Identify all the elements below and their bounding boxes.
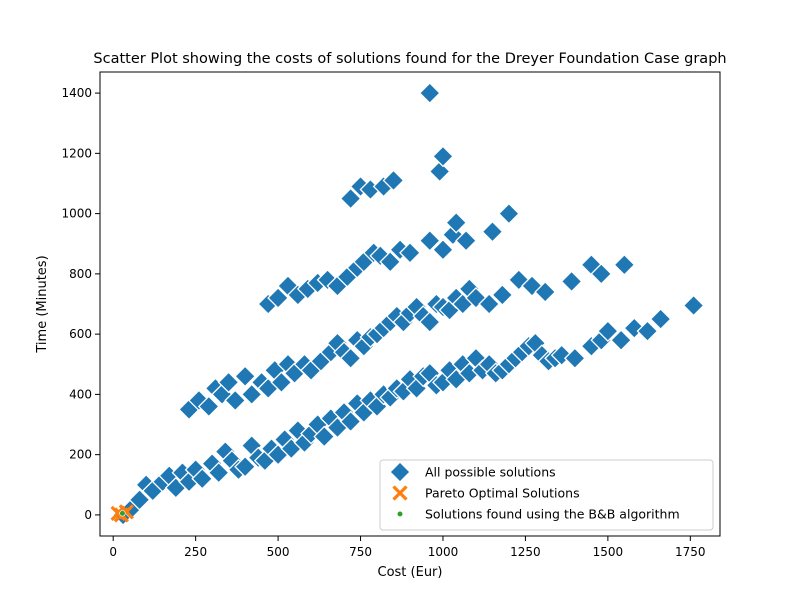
legend-item: Pareto Optimal Solutions — [392, 485, 580, 501]
x-tick-label: 1500 — [593, 545, 624, 559]
legend-label: Pareto Optimal Solutions — [425, 486, 580, 501]
series-2 — [119, 510, 126, 517]
data-point — [590, 262, 613, 285]
data-point — [270, 371, 293, 394]
data-point — [613, 253, 636, 276]
y-tick-label: 1200 — [61, 146, 92, 160]
data-point — [313, 425, 336, 448]
data-point — [191, 467, 214, 490]
y-tick-label: 600 — [69, 327, 92, 341]
data-point — [217, 371, 240, 394]
data-point — [339, 187, 362, 210]
data-point — [649, 308, 672, 330]
legend-marker — [392, 485, 408, 501]
data-point — [455, 229, 477, 252]
data-point — [418, 82, 441, 105]
y-tick-label: 0 — [84, 508, 92, 522]
plot-area — [110, 82, 705, 526]
data-point — [267, 287, 290, 309]
data-point — [418, 311, 441, 333]
y-tick-label: 1400 — [61, 86, 92, 100]
data-point — [207, 461, 230, 484]
x-tick-label: 1250 — [510, 545, 541, 559]
legend-entries: All possible solutions Pareto Optimal Sol… — [389, 461, 680, 522]
series-0 — [112, 82, 705, 526]
data-point — [481, 220, 504, 243]
data-point — [399, 241, 421, 264]
data-point — [563, 347, 586, 370]
data-point — [432, 145, 454, 168]
plot-frame — [99, 71, 721, 537]
data-point — [382, 169, 405, 192]
data-point — [682, 294, 705, 317]
x-tick-label: 750 — [349, 545, 372, 559]
legend-item: All possible solutions — [389, 461, 556, 483]
legend-box — [379, 459, 714, 531]
data-point — [339, 347, 362, 370]
data-point — [534, 281, 557, 303]
x-axis: 0 250 500 750 1000 1250 1500 1750 — [109, 536, 706, 559]
data-point — [224, 389, 247, 412]
x-tick-label: 0 — [109, 545, 117, 559]
x-tick-label: 1750 — [675, 545, 706, 559]
data-point — [445, 211, 468, 234]
data-point — [610, 329, 632, 352]
x-tick-label: 250 — [184, 545, 207, 559]
data-point — [339, 410, 362, 433]
legend-marker — [389, 461, 411, 483]
y-tick-label: 1000 — [61, 207, 92, 221]
legend: All possible solutions Pareto Optimal Sol… — [379, 459, 714, 531]
legend-label: Solutions found using the B&B algorithm — [425, 507, 680, 522]
x-tick-label: 1000 — [428, 545, 459, 559]
y-tick-label: 400 — [69, 387, 92, 401]
data-point — [491, 284, 514, 306]
data-point — [128, 488, 151, 511]
data-point — [560, 270, 583, 293]
data-point — [478, 293, 501, 315]
data-point — [240, 383, 263, 406]
data-point — [498, 202, 520, 225]
data-point — [432, 238, 454, 261]
y-tick-label: 800 — [69, 267, 92, 281]
data-point — [234, 455, 257, 478]
chart-title: Scatter Plot showing the costs of soluti… — [93, 51, 726, 67]
data-point — [418, 229, 441, 252]
data-point — [119, 510, 126, 517]
x-axis-label: Cost (Eur) — [378, 565, 443, 580]
legend-label: All possible solutions — [425, 465, 556, 480]
data-point — [596, 320, 619, 343]
y-axis-label: Time (Minutes) — [35, 255, 50, 353]
data-point — [428, 160, 451, 183]
legend-marker — [396, 510, 404, 518]
data-point — [197, 395, 220, 418]
data-point — [234, 365, 257, 388]
y-tick-label: 200 — [69, 448, 92, 462]
x-tick-label: 500 — [267, 545, 290, 559]
data-point — [379, 250, 402, 273]
y-axis: 0 200 400 600 800 1000 1200 1400 — [61, 86, 100, 522]
legend-item: Solutions found using the B&B algorithm — [396, 507, 680, 522]
data-point — [636, 320, 659, 343]
